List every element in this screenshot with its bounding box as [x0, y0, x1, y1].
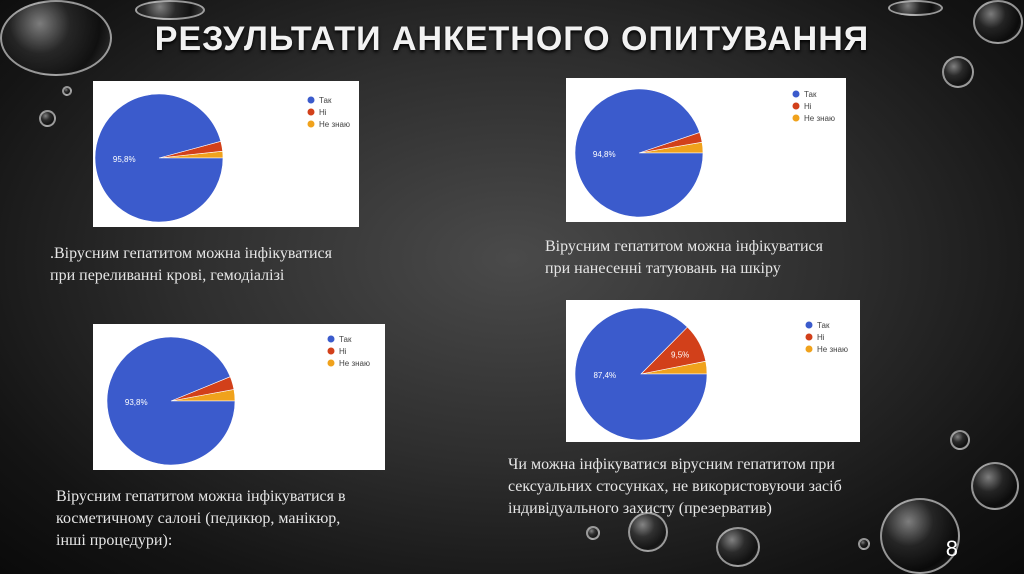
- legend-label: Ні: [319, 108, 327, 117]
- bubble-decoration: [716, 527, 760, 567]
- legend-label: Не знаю: [339, 359, 370, 368]
- caption-3: Вірусним гепатитом можна інфікуватися в …: [56, 486, 346, 552]
- legend-label: Ні: [804, 102, 812, 111]
- legend-label: Не знаю: [817, 345, 848, 354]
- caption-line: косметичному салоні (педикюр, манікюр,: [56, 510, 341, 527]
- caption-line: Чи можна інфікуватися вірусним гепатитом…: [508, 456, 835, 473]
- legend-marker: [805, 345, 813, 353]
- bubble-decoration: [858, 538, 870, 550]
- legend-marker: [307, 96, 315, 104]
- pie-chart-3: 93,8% Так Ні Не знаю: [106, 335, 370, 466]
- bubble-decoration: [942, 56, 974, 88]
- caption-line: Вірусним гепатитом можна інфікуватися: [545, 238, 823, 255]
- caption-4: Чи можна інфікуватися вірусним гепатитом…: [508, 454, 842, 520]
- bubble-decoration: [971, 462, 1019, 510]
- bubble-decoration: [880, 498, 960, 574]
- pie-slice-tak: [574, 88, 704, 218]
- pie-data-label: 9,5%: [671, 351, 689, 360]
- slide-title: РЕЗУЛЬТАТИ АНКЕТНОГО ОПИТУВАННЯ: [154, 20, 870, 58]
- bubble-decoration: [62, 86, 72, 96]
- caption-1: .Вірусним гепатитом можна інфікуватися п…: [50, 243, 332, 287]
- legend-marker: [792, 114, 800, 122]
- pie-chart-card-3: 93,8% Так Ні Не знаю: [93, 324, 385, 470]
- pie-slice-tak: [106, 336, 236, 466]
- bubble-decoration: [973, 0, 1023, 44]
- bubble-decoration: [0, 0, 112, 76]
- pie-chart-card-1: 95,8% Так Ні Не знаю: [93, 81, 359, 227]
- caption-line: індивідуального захисту (презерватив): [508, 500, 772, 517]
- pie-chart-card-2: 94,8% Так Ні Не знаю: [566, 78, 846, 222]
- legend-marker: [327, 347, 335, 355]
- pie-slice-tak: [574, 307, 708, 441]
- caption-line: при переливанні крові, гемодіалізі: [50, 267, 285, 284]
- pie-data-label: 93,8%: [125, 398, 148, 407]
- caption-line: інші процедури):: [56, 532, 173, 549]
- legend-label: Так: [817, 321, 830, 330]
- pie-chart-card-4: 87,4% 9,5% Так Ні Не знаю: [566, 300, 860, 442]
- pie-chart-4: 87,4% 9,5% Так Ні Не знаю: [574, 307, 848, 441]
- legend-label: Так: [319, 96, 332, 105]
- legend-marker: [327, 335, 335, 343]
- caption-line: при нанесенні татуювань на шкіру: [545, 260, 781, 277]
- caption-2: Вірусним гепатитом можна інфікуватися пр…: [545, 236, 823, 280]
- legend-label: Ні: [817, 333, 825, 342]
- pie-chart-2: 94,8% Так Ні Не знаю: [574, 88, 835, 218]
- bubble-decoration: [39, 110, 56, 127]
- bubble-decoration: [628, 512, 668, 552]
- legend-marker: [792, 90, 800, 98]
- legend-marker: [805, 333, 813, 341]
- legend-marker: [792, 102, 800, 110]
- legend-label: Так: [339, 335, 352, 344]
- pie-data-label: 95,8%: [113, 155, 136, 164]
- pie-slice-tak: [94, 93, 224, 223]
- legend-label: Ні: [339, 347, 347, 356]
- pie-data-label: 94,8%: [593, 150, 616, 159]
- bubble-decoration: [888, 0, 943, 16]
- caption-line: сексуальних стосунках, не використовуючи…: [508, 478, 842, 495]
- pie-data-label: 87,4%: [593, 371, 616, 380]
- legend-marker: [327, 359, 335, 367]
- caption-line: .Вірусним гепатитом можна інфікуватися: [50, 245, 332, 262]
- caption-line: Вірусним гепатитом можна інфікуватися в: [56, 488, 346, 505]
- legend-label: Так: [804, 90, 817, 99]
- legend-marker: [307, 120, 315, 128]
- legend-label: Не знаю: [319, 120, 350, 129]
- bubble-decoration: [135, 0, 205, 20]
- legend-marker: [307, 108, 315, 116]
- legend-marker: [805, 321, 813, 329]
- pie-chart-1: 95,8% Так Ні Не знаю: [94, 93, 350, 223]
- legend-label: Не знаю: [804, 114, 835, 123]
- slide-number: 8: [945, 536, 958, 561]
- bubble-decoration: [950, 430, 970, 450]
- bubble-decoration: [586, 526, 600, 540]
